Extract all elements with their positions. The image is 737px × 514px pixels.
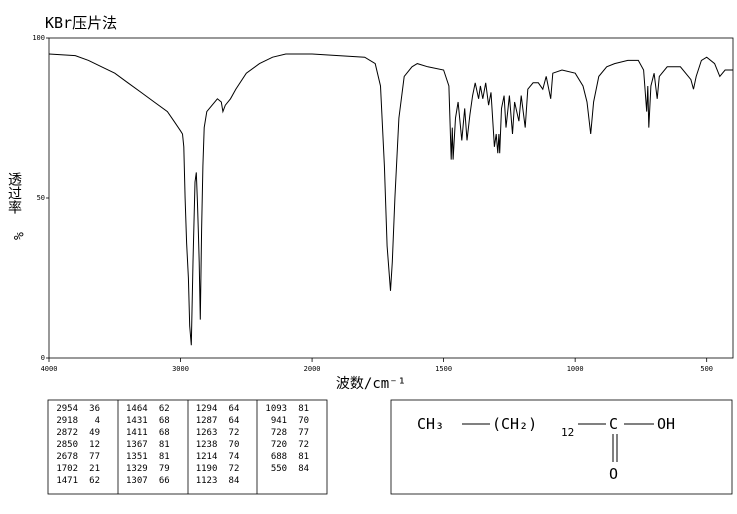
repeat-count: 12 (561, 426, 574, 439)
y-tick-label: 0 (41, 354, 45, 362)
peak-transmittance: 36 (89, 404, 100, 414)
peak-transmittance: 81 (159, 440, 170, 450)
x-tick-label: 3000 (172, 365, 189, 373)
peak-transmittance: 72 (298, 440, 309, 450)
peak-transmittance: 79 (159, 464, 170, 474)
plot-frame (48, 37, 734, 359)
peak-wavenumber: 1093 (265, 404, 287, 414)
peak-wavenumber: 2850 (56, 440, 78, 450)
peak-wavenumber: 2954 (56, 404, 78, 414)
peak-transmittance: 81 (159, 452, 170, 462)
peak-wavenumber: 1190 (196, 464, 218, 474)
y-tick-label: 50 (37, 194, 45, 202)
peak-wavenumber: 1287 (196, 416, 218, 426)
group-ch3: CH₃ (417, 415, 444, 433)
peak-wavenumber: 2678 (56, 452, 78, 462)
peak-transmittance: 74 (229, 452, 240, 462)
peak-transmittance: 21 (89, 464, 100, 474)
peak-transmittance: 70 (298, 416, 309, 426)
peak-wavenumber: 1214 (196, 452, 218, 462)
peak-wavenumber: 550 (271, 464, 287, 474)
structure: CH₃ (CH₂) 12 C OH O (417, 415, 675, 483)
peak-wavenumber: 941 (271, 416, 287, 426)
x-tick-label: 1000 (567, 365, 584, 373)
peak-wavenumber: 1263 (196, 428, 218, 438)
peak-wavenumber: 1307 (126, 476, 148, 486)
peak-transmittance: 72 (229, 464, 240, 474)
peak-transmittance: 81 (298, 404, 309, 414)
peak-transmittance: 84 (298, 464, 309, 474)
peak-transmittance: 68 (159, 416, 170, 426)
peak-table: 2954 36 2918 4 2872 49 2850 12 2678 77 1702 21 1471 6… (56, 404, 309, 486)
y-axis-label: 透过率 (6, 172, 22, 214)
peak-transmittance: 66 (159, 476, 170, 486)
x-tick-label: 500 (700, 365, 713, 373)
peak-table-frame (47, 399, 328, 495)
peak-wavenumber: 1294 (196, 404, 218, 414)
peak-wavenumber: 1431 (126, 416, 148, 426)
peak-transmittance: 77 (298, 428, 309, 438)
group-ch2: (CH₂) (492, 415, 537, 433)
peak-wavenumber: 1238 (196, 440, 218, 450)
peak-wavenumber: 1123 (196, 476, 218, 486)
peak-wavenumber: 1702 (56, 464, 78, 474)
peak-transmittance: 62 (89, 476, 100, 486)
peak-transmittance: 64 (229, 416, 240, 426)
peak-transmittance: 70 (229, 440, 240, 450)
peak-transmittance: 12 (89, 440, 100, 450)
peak-transmittance: 64 (229, 404, 240, 414)
peak-wavenumber: 688 (271, 452, 287, 462)
atom-oxygen: O (609, 465, 618, 483)
peak-wavenumber: 720 (271, 440, 287, 450)
peak-transmittance: 49 (89, 428, 100, 438)
x-tick-label: 2000 (304, 365, 321, 373)
peak-transmittance: 68 (159, 428, 170, 438)
peak-wavenumber: 728 (271, 428, 287, 438)
y-axis-unit: % (10, 232, 25, 240)
atom-carbon: C (609, 415, 618, 433)
chart-title: KBr压片法 (45, 14, 117, 32)
x-axis-label: 波数/cm⁻¹ (336, 376, 406, 392)
structure-frame (390, 399, 733, 495)
peak-transmittance: 62 (159, 404, 170, 414)
x-tick-label: 4000 (41, 365, 58, 373)
peak-transmittance: 84 (229, 476, 240, 486)
y-tick-label: 100 (32, 34, 45, 42)
peak-wavenumber: 2872 (56, 428, 78, 438)
group-oh: OH (657, 415, 675, 433)
peak-transmittance: 81 (298, 452, 309, 462)
peak-transmittance: 77 (89, 452, 100, 462)
peak-transmittance: 4 (95, 416, 100, 426)
peak-wavenumber: 1329 (126, 464, 148, 474)
peak-wavenumber: 1351 (126, 452, 148, 462)
peak-wavenumber: 1471 (56, 476, 78, 486)
plot: 4000 3000 2000 1500 1000 500 0 50 100 (32, 34, 733, 373)
peak-wavenumber: 1464 (126, 404, 148, 414)
peak-wavenumber: 2918 (56, 416, 78, 426)
peak-wavenumber: 1367 (126, 440, 148, 450)
x-tick-label: 1500 (435, 365, 452, 373)
peak-wavenumber: 1411 (126, 428, 148, 438)
spectrum-line (48, 53, 733, 346)
peak-transmittance: 72 (229, 428, 240, 438)
